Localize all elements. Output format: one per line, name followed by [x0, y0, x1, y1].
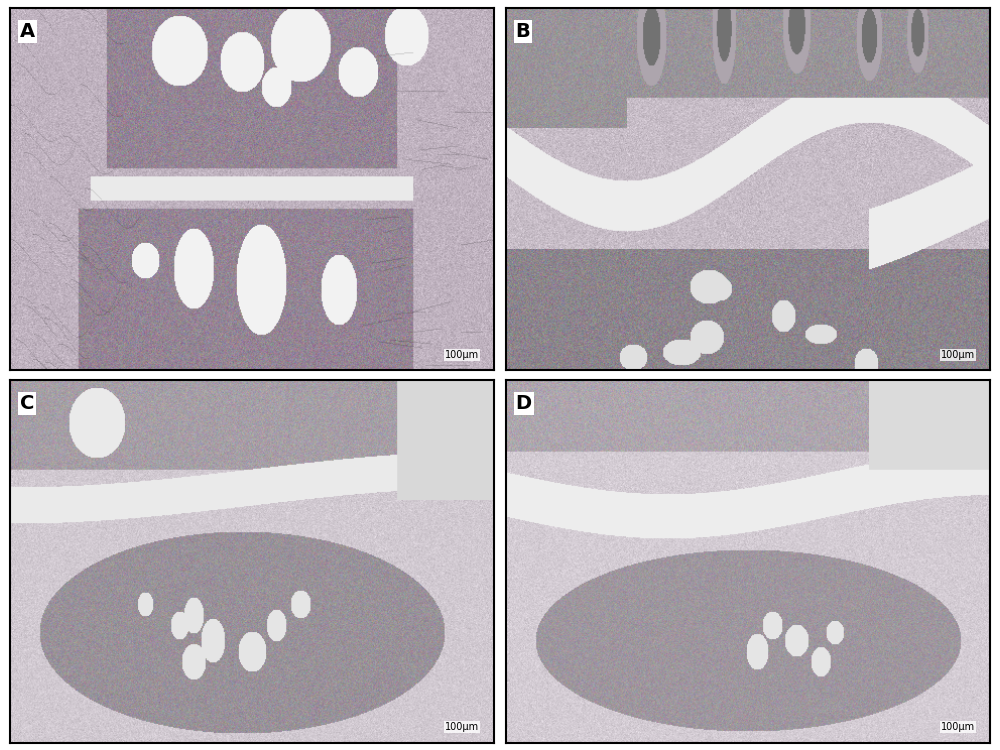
Text: 100μm: 100μm	[445, 350, 479, 359]
Text: A: A	[20, 22, 35, 41]
Text: 100μm: 100μm	[941, 350, 975, 359]
Text: B: B	[516, 22, 530, 41]
Text: C: C	[20, 394, 34, 413]
Text: D: D	[516, 394, 532, 413]
Text: 100μm: 100μm	[941, 722, 975, 731]
Text: 100μm: 100μm	[445, 722, 479, 731]
